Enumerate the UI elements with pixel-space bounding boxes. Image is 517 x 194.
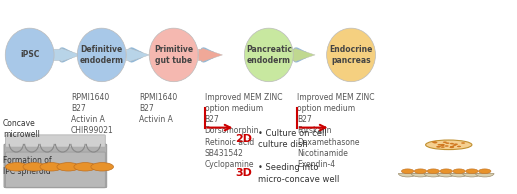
Circle shape [440,144,445,146]
Circle shape [440,145,445,146]
Text: RPMI1640
B27
Activin A
CHIR99021: RPMI1640 B27 Activin A CHIR99021 [71,93,114,135]
Circle shape [414,169,427,173]
FancyArrow shape [199,48,222,62]
Circle shape [6,163,28,171]
Ellipse shape [425,140,472,150]
Circle shape [40,163,63,171]
Circle shape [440,146,445,148]
Wedge shape [399,173,417,177]
Circle shape [432,141,436,143]
Circle shape [454,144,458,145]
Circle shape [450,146,454,148]
Text: Improved MEM ZINC
option medium
B27
Dorsomorphin
Retinoic acid
SB431542
Cyclopam: Improved MEM ZINC option medium B27 Dors… [205,93,282,169]
Text: iPSC: iPSC [20,50,39,59]
Circle shape [437,144,442,146]
Wedge shape [476,173,494,177]
Text: Definitive
endoderm: Definitive endoderm [80,45,124,65]
Text: • Culture on cell
culture dish: • Culture on cell culture dish [258,129,327,149]
Circle shape [427,169,439,173]
Text: RPMI1640
B27
Activin A: RPMI1640 B27 Activin A [139,93,177,124]
Circle shape [440,169,452,173]
Ellipse shape [245,28,293,82]
Circle shape [450,143,454,144]
Circle shape [57,163,80,171]
FancyArrow shape [53,48,81,62]
Text: 2D: 2D [235,134,252,144]
Circle shape [433,142,437,144]
Wedge shape [424,173,443,177]
Circle shape [443,141,447,143]
Circle shape [433,141,437,143]
Circle shape [479,169,491,173]
Circle shape [450,147,454,148]
Text: Improved MEM ZINC
option medium
B27
Forskalin
Dexamethasone
Nicotinamide
Exendin: Improved MEM ZINC option medium B27 Fors… [297,93,375,169]
Wedge shape [437,173,455,177]
Circle shape [445,145,449,147]
Text: Pancreatic
endoderm: Pancreatic endoderm [246,45,292,65]
Circle shape [457,146,461,147]
Circle shape [450,146,454,147]
Wedge shape [411,173,430,177]
Circle shape [23,163,45,171]
Text: 3D: 3D [235,168,252,178]
Text: Primitive
gut tube: Primitive gut tube [154,45,193,65]
FancyBboxPatch shape [6,135,105,147]
FancyArrow shape [291,48,315,62]
FancyBboxPatch shape [4,144,107,188]
Text: Endocrine
pancreas: Endocrine pancreas [329,45,373,65]
Circle shape [445,142,449,144]
Wedge shape [463,173,481,177]
Circle shape [436,146,440,148]
Circle shape [74,163,97,171]
Circle shape [453,169,465,173]
Circle shape [466,169,478,173]
Circle shape [437,146,441,147]
Ellipse shape [327,28,375,82]
Circle shape [452,144,457,146]
Ellipse shape [149,28,198,82]
Wedge shape [450,173,468,177]
Text: Concave
microwell: Concave microwell [3,119,40,139]
Circle shape [402,169,414,173]
Ellipse shape [5,28,54,82]
Circle shape [461,142,465,144]
Text: Formation of
IPC spheroid: Formation of IPC spheroid [3,156,52,176]
FancyBboxPatch shape [6,152,105,187]
Text: • Seeding into
micro-concave well: • Seeding into micro-concave well [258,163,340,184]
Circle shape [91,163,114,171]
Ellipse shape [77,28,126,82]
FancyArrow shape [126,48,149,62]
